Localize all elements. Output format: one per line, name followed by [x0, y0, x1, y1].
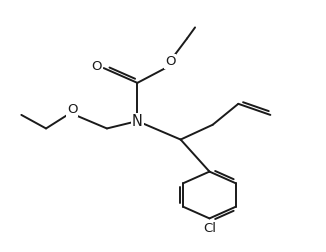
Text: O: O	[67, 103, 78, 116]
Text: O: O	[91, 60, 102, 73]
Text: N: N	[132, 114, 143, 129]
Text: O: O	[165, 55, 176, 68]
Text: Cl: Cl	[203, 222, 216, 235]
